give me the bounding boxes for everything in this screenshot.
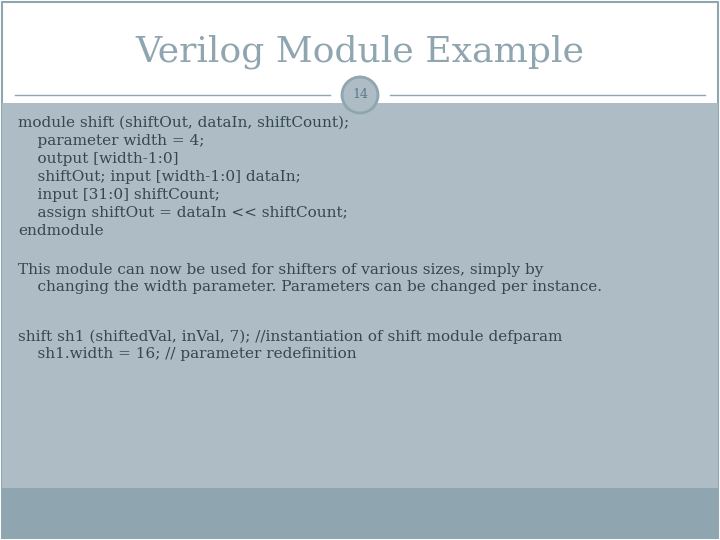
- Text: sh1.width = 16; // parameter redefinition: sh1.width = 16; // parameter redefinitio…: [18, 347, 356, 361]
- Text: module shift (shiftOut, dataIn, shiftCount);: module shift (shiftOut, dataIn, shiftCou…: [18, 116, 349, 130]
- Text: Verilog Module Example: Verilog Module Example: [135, 35, 585, 69]
- FancyBboxPatch shape: [2, 488, 718, 538]
- Text: parameter width = 4;: parameter width = 4;: [18, 134, 204, 148]
- Text: output [width-1:0]: output [width-1:0]: [18, 152, 179, 166]
- Text: shiftOut; input [width-1:0] dataIn;: shiftOut; input [width-1:0] dataIn;: [18, 170, 301, 184]
- Text: shift sh1 (shiftedVal, inVal, 7); //instantiation of shift module defparam: shift sh1 (shiftedVal, inVal, 7); //inst…: [18, 330, 562, 345]
- Text: 14: 14: [352, 89, 368, 102]
- Text: 9/30/2020: 9/30/2020: [642, 505, 706, 518]
- FancyBboxPatch shape: [2, 103, 718, 488]
- Text: endmodule: endmodule: [18, 224, 104, 238]
- Text: assign shiftOut = dataIn << shiftCount;: assign shiftOut = dataIn << shiftCount;: [18, 206, 348, 220]
- Text: changing the width parameter. Parameters can be changed per instance.: changing the width parameter. Parameters…: [18, 280, 602, 294]
- Text: input [31:0] shiftCount;: input [31:0] shiftCount;: [18, 188, 220, 202]
- Circle shape: [342, 77, 378, 113]
- Text: This module can now be used for shifters of various sizes, simply by: This module can now be used for shifters…: [18, 263, 544, 277]
